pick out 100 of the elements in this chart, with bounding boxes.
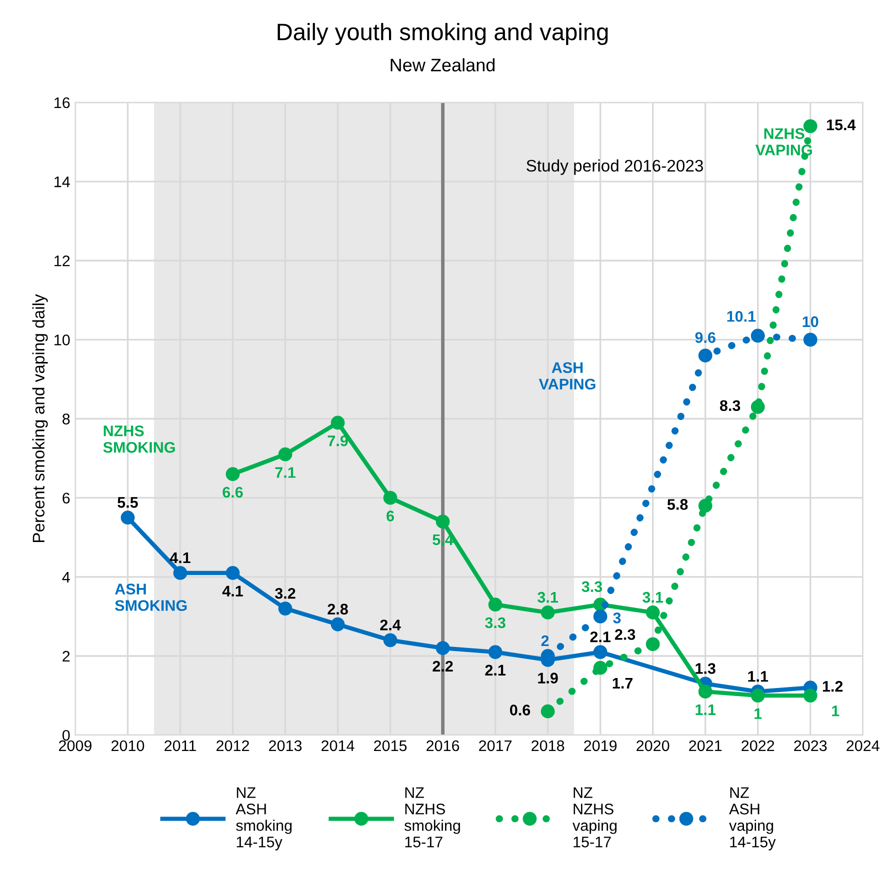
point [383,633,398,648]
x-tick-label: 2012 [216,740,249,752]
point [698,684,712,699]
point [173,566,188,580]
data-label: 7.9 [328,435,348,446]
data-label: 3.3 [582,581,602,592]
point [593,610,608,624]
data-label: 1.1 [696,704,716,715]
point [488,645,502,659]
legend-label: NZ NZHS vaping 15-17 [572,787,617,848]
y-tick-label: 6 [62,492,70,504]
chart-title: Daily youth smoking and vaping [278,22,608,45]
legend-label: NZ ASH smoking 14-15y [236,787,292,850]
point [803,119,818,134]
chart-subtitle: New Zealand [390,58,495,72]
point [226,467,240,482]
data-label: 3.1 [642,592,664,603]
point [226,566,240,580]
point [540,606,555,620]
data-label: 5.5 [118,497,138,508]
data-label: 2.4 [380,620,401,630]
point [436,514,450,529]
y-tick-label: 4 [62,572,70,582]
x-tick-label: 2014 [322,740,354,752]
data-label: 4.1 [170,552,190,564]
data-label: 3.1 [538,592,558,603]
x-tick-label: 2019 [584,740,617,752]
data-label: 10.1 [727,310,756,322]
data-label: 8.3 [720,400,740,412]
data-label: 2.8 [328,604,348,615]
y-tick-label: 16 [54,97,70,108]
point [278,602,292,616]
point [436,641,450,656]
data-label: 3.2 [275,588,296,599]
point [278,447,292,462]
annotation: ASH VAPING [538,362,596,390]
data-label: 7.1 [275,467,296,478]
data-label: 1 [754,708,762,719]
x-tick-label: 2016 [426,740,460,752]
data-label: 1.9 [538,672,558,684]
data-label: 1.3 [696,663,716,674]
x-tick-label: 2010 [112,740,144,752]
data-label: 2 [541,635,549,646]
data-label: 6 [386,510,394,522]
y-tick-label: 10 [54,334,70,346]
point [540,704,555,718]
point [646,637,660,652]
point [488,598,502,612]
y-axis-title: Percent smoking and vaping daily [32,294,48,542]
y-tick-label: 8 [62,414,70,424]
x-tick-label: 2018 [532,740,564,752]
annotation: NZHS VAPING [755,128,812,156]
data-label: 1.7 [612,678,632,688]
data-label: 4.1 [222,586,243,596]
point [330,416,345,430]
x-tick-label: 2009 [59,740,92,752]
point [646,606,660,620]
point [803,332,818,347]
x-tick-label: 2024 [846,740,880,752]
y-tick-label: 0 [62,730,70,741]
annotation: NZHS SMOKING [103,426,175,453]
data-label: 0.6 [510,704,530,716]
point [750,328,765,343]
x-tick-label: 2013 [269,740,302,752]
x-tick-label: 2011 [164,740,196,752]
data-label: 2.1 [590,631,611,642]
data-label: 5.8 [667,499,688,510]
data-label: 9.6 [695,332,716,343]
data-label: 1 [832,706,840,716]
data-label: 6.6 [222,486,243,498]
x-tick-label: 2023 [794,740,827,752]
point [750,400,765,414]
point [698,498,712,513]
point [383,490,398,505]
point [593,660,608,675]
x-tick-label: 2021 [689,740,722,752]
point [750,688,765,702]
data-label: 2.1 [485,664,506,676]
legend-label: NZ ASH vaping 14-15y [729,787,776,850]
annotation: ASH SMOKING [114,584,187,611]
data-label: 2.3 [614,629,636,640]
x-tick-label: 2022 [742,740,774,752]
y-tick-label: 2 [62,650,70,662]
x-tick-label: 2020 [636,740,670,752]
annotation: Study period 2016-2023 [526,159,703,175]
x-tick-label: 2017 [479,740,512,752]
legend-label: NZ NZHS smoking 15-17 [404,787,460,848]
point [330,617,345,632]
y-tick-label: 14 [54,176,70,188]
point [803,688,818,702]
point [698,348,712,362]
data-label: 1.2 [822,680,843,692]
x-tick-label: 2015 [374,740,407,752]
point [120,510,135,525]
data-label: 2.2 [432,660,453,672]
data-label: 3 [613,612,621,624]
y-tick-label: 12 [54,255,70,266]
data-label: 3.3 [485,617,506,628]
data-label: 1.1 [748,671,768,682]
data-label: 15.4 [827,120,856,130]
